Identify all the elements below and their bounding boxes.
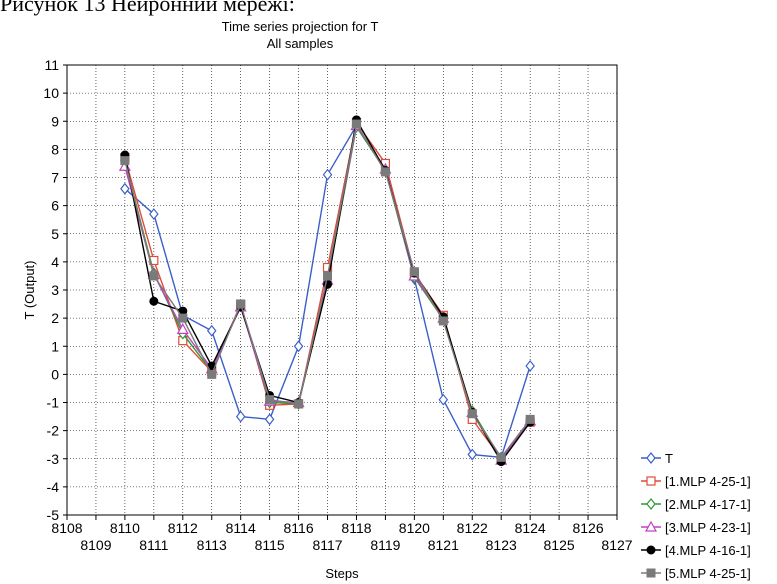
y-tick-label: 9 xyxy=(51,113,59,129)
data-point xyxy=(120,156,130,166)
x-tick-label: 8124 xyxy=(515,520,546,536)
legend-marker xyxy=(644,520,658,532)
data-point xyxy=(264,413,275,426)
data-point xyxy=(409,267,419,277)
legend-marker xyxy=(646,498,656,510)
legend-item: [5.MLP 4-25-1] xyxy=(641,566,751,581)
y-tick-label: -2 xyxy=(47,423,60,439)
y-tick-label: -1 xyxy=(47,395,60,411)
x-tick-label: 8111 xyxy=(139,537,168,553)
data-point xyxy=(496,452,506,462)
data-point xyxy=(322,168,333,181)
legend-item: [4.MLP 4-16-1] xyxy=(641,543,751,558)
data-point xyxy=(525,359,535,372)
x-tick-label: 8109 xyxy=(80,537,111,553)
data-point xyxy=(149,271,159,281)
legend-item: [3.MLP 4-23-1] xyxy=(641,520,751,535)
page-top-text: Рисунок 13 Нейронний мережі: xyxy=(0,0,295,16)
data-point xyxy=(438,316,448,326)
chart-title: Time series projection for T xyxy=(221,19,379,34)
legend-label: [3.MLP 4-23-1] xyxy=(665,520,751,535)
y-tick-label: 0 xyxy=(51,366,59,382)
x-tick-label: 8119 xyxy=(370,537,400,553)
legend-item: [1.MLP 4-25-1] xyxy=(641,474,751,489)
legend-marker xyxy=(646,452,656,464)
legend-label: [4.MLP 4-16-1] xyxy=(665,543,751,558)
data-point xyxy=(265,395,275,405)
x-tick-label: 8122 xyxy=(457,520,488,536)
data-point xyxy=(149,296,159,306)
chart-legend: T [1.MLP 4-25-1] [2.MLP 4-17-1] [3.MLP 4-23… xyxy=(641,451,751,581)
data-point xyxy=(467,409,477,419)
y-tick-label: 1 xyxy=(51,338,59,354)
data-point xyxy=(120,182,130,195)
x-tick-label: 8108 xyxy=(51,520,82,536)
x-tick-label: 8125 xyxy=(544,537,575,553)
data-point xyxy=(467,448,478,461)
y-tick-label: 8 xyxy=(51,141,59,157)
y-tick-label: 2 xyxy=(51,310,59,326)
y-axis-label: T (Output) xyxy=(22,260,37,319)
data-point xyxy=(525,414,535,424)
x-tick-label: 8113 xyxy=(197,537,227,553)
data-point xyxy=(236,299,246,309)
y-tick-label: 5 xyxy=(51,226,59,242)
legend-label: [5.MLP 4-25-1] xyxy=(665,566,751,581)
data-point xyxy=(178,313,188,323)
x-tick-label: 8117 xyxy=(312,537,342,553)
legend-label: T xyxy=(665,451,673,466)
y-tick-label: 10 xyxy=(43,85,59,101)
series-6 xyxy=(120,119,535,462)
data-point xyxy=(207,369,217,379)
series-group xyxy=(118,115,537,467)
data-point xyxy=(351,119,361,129)
x-tick-label: 8116 xyxy=(284,520,314,536)
legend-label: [1.MLP 4-25-1] xyxy=(665,474,751,489)
x-tick-label: 8115 xyxy=(255,537,285,553)
x-tick-label: 8121 xyxy=(428,537,459,553)
data-point xyxy=(149,208,159,221)
legend-marker xyxy=(646,545,656,555)
x-tick-label: 8120 xyxy=(399,520,430,536)
x-tick-label: 8118 xyxy=(341,520,371,536)
data-point xyxy=(235,410,246,423)
y-tick-label: -4 xyxy=(47,479,60,495)
y-tick-label: 3 xyxy=(51,282,59,298)
legend-item: T xyxy=(641,451,673,466)
y-tick-label: 4 xyxy=(51,254,59,270)
y-tick-label: 7 xyxy=(51,170,59,186)
y-tick-label: -3 xyxy=(47,451,60,467)
legend-marker xyxy=(646,476,656,486)
y-tick-label: 11 xyxy=(44,57,59,73)
plot-area xyxy=(66,64,618,516)
data-point xyxy=(293,340,304,353)
legend-item: [2.MLP 4-17-1] xyxy=(641,497,751,512)
legend-marker xyxy=(646,568,656,578)
chart-grid xyxy=(66,64,618,516)
x-tick-label: 8110 xyxy=(110,520,140,536)
data-point xyxy=(323,271,333,281)
x-tick-label: 8127 xyxy=(601,537,632,553)
x-tick-label: 8126 xyxy=(572,520,603,536)
data-point xyxy=(294,399,304,409)
legend-label: [2.MLP 4-17-1] xyxy=(665,497,751,512)
y-tick-label: 6 xyxy=(51,198,59,214)
data-point xyxy=(438,393,449,406)
x-tick-label: 8112 xyxy=(168,520,198,536)
chart-subtitle: All samples xyxy=(266,36,334,51)
x-axis-ticks: 8108 8110 8112 8114 8116 8118 8120 8122 8124 8126… xyxy=(51,515,633,553)
data-point xyxy=(176,323,189,334)
x-tick-label: 8114 xyxy=(226,520,256,536)
data-point xyxy=(206,324,217,337)
y-tick-label: -5 xyxy=(47,507,60,523)
x-axis-label: Steps xyxy=(325,566,359,581)
x-tick-label: 8123 xyxy=(486,537,517,553)
data-point xyxy=(380,167,390,177)
